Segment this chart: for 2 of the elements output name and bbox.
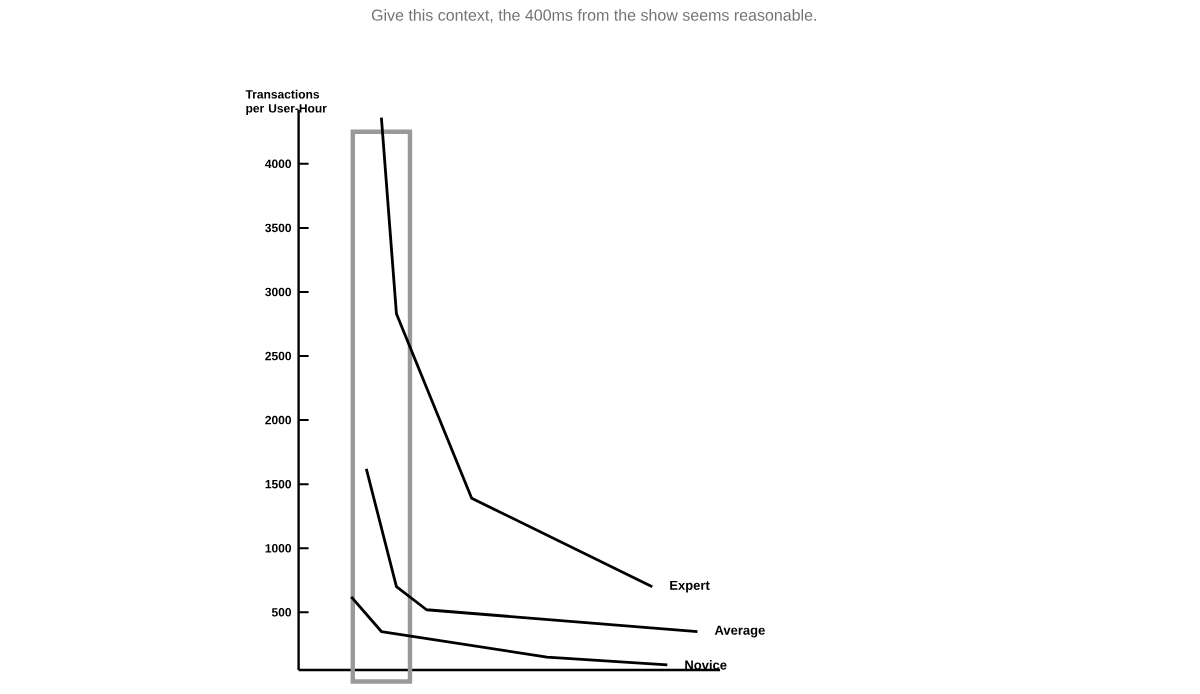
- line-series: [379, 116, 654, 589]
- chart-title: Give this context, the 400ms from the show seems reasonable.: [371, 9, 816, 23]
